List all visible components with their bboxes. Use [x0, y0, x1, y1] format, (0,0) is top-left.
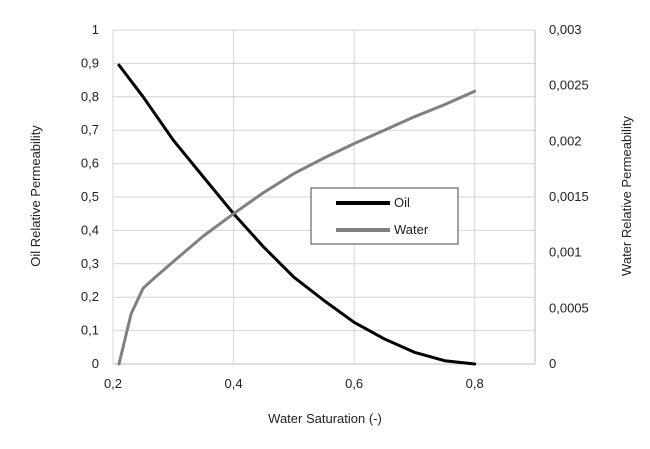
- x-axis-title: Water Saturation (-): [268, 411, 382, 426]
- legend-label-water: Water: [394, 222, 429, 237]
- y-tick-label: 0,3: [81, 256, 99, 271]
- y-tick-label: 0,5: [81, 189, 99, 204]
- y-tick-label: 0,7: [81, 122, 99, 137]
- x-axis-ticks: 0,2 0,4 0,6 0,8: [104, 376, 484, 391]
- y-axis-right-title: Water Relative Permeability: [619, 116, 634, 276]
- y2-tick-label: 0,003: [549, 22, 582, 37]
- y-axis-right-ticks: 0 0,0005 0,001 0,0015 0,002 0,0025 0,003: [549, 22, 589, 371]
- series-layer: [117, 63, 477, 366]
- x-tick-label: 0,2: [104, 376, 122, 391]
- y-tick-label: 0,1: [81, 323, 99, 338]
- series-line-water: [117, 89, 477, 366]
- x-tick-label: 0,4: [225, 376, 243, 391]
- y2-tick-label: 0,002: [549, 133, 582, 148]
- x-tick-label: 0,6: [345, 376, 363, 391]
- y-tick-label: 0,4: [81, 222, 99, 237]
- y-tick-label: 0,8: [81, 89, 99, 104]
- y2-tick-label: 0,0025: [549, 78, 589, 93]
- y-tick-label: 0,6: [81, 156, 99, 171]
- x-tick-label: 0,8: [466, 376, 484, 391]
- series-line-oil: [117, 63, 477, 366]
- y-tick-label: 1: [92, 22, 99, 37]
- y2-tick-label: 0,001: [549, 245, 582, 260]
- y2-tick-label: 0,0005: [549, 300, 589, 315]
- y-axis-left-ticks: 0 0,1 0,2 0,3 0,4 0,5 0,6 0,7 0,8 0,9 1: [81, 22, 99, 371]
- y-tick-label: 0: [92, 356, 99, 371]
- y2-tick-label: 0: [549, 356, 556, 371]
- y2-tick-label: 0,0015: [549, 189, 589, 204]
- y-tick-label: 0,9: [81, 55, 99, 70]
- legend-label-oil: Oil: [394, 195, 410, 210]
- y-tick-label: 0,2: [81, 289, 99, 304]
- legend-box: [310, 187, 459, 245]
- legend: Oil Water: [310, 187, 459, 245]
- y-axis-left-title: Oil Relative Permeability: [28, 125, 43, 267]
